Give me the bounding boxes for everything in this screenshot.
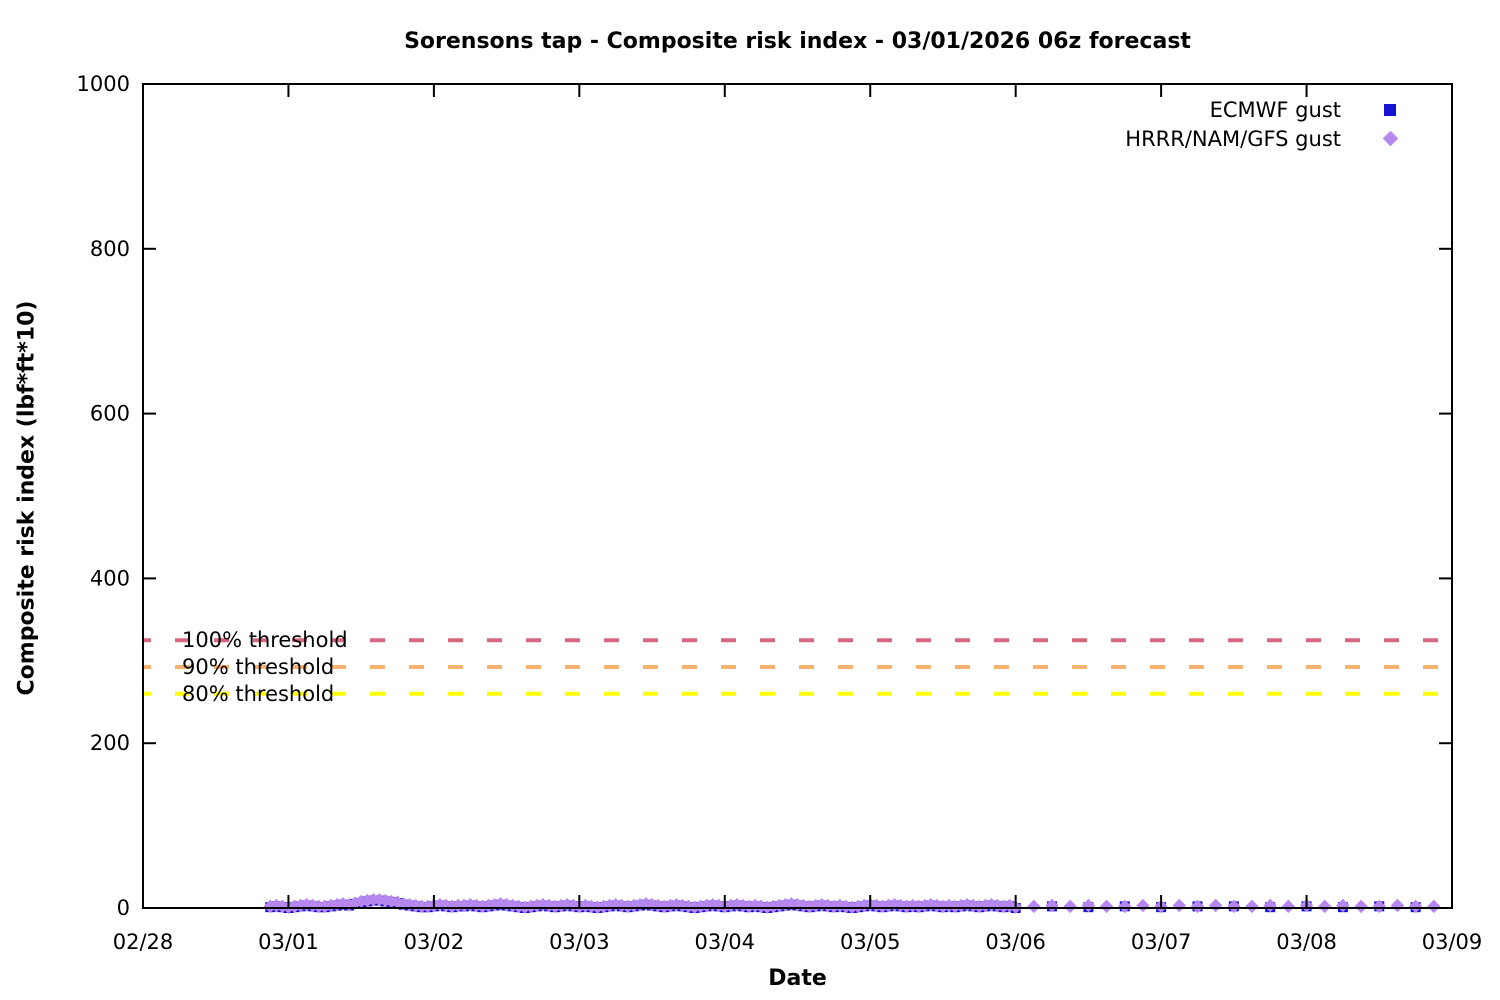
y-tick-label: 0 xyxy=(117,896,130,920)
x-tick-label: 03/07 xyxy=(1131,930,1192,954)
legend: ECMWF gust HRRR/NAM/GFS gust xyxy=(1125,95,1403,153)
x-tick-label: 03/06 xyxy=(985,930,1046,954)
legend-item-ecmwf: ECMWF gust xyxy=(1125,95,1403,124)
data-point-hrrr-nam-gfs xyxy=(1063,899,1077,914)
x-tick-label: 03/01 xyxy=(258,930,319,954)
data-point-hrrr-nam-gfs xyxy=(1118,899,1132,914)
y-tick-label: 1000 xyxy=(77,72,130,96)
plot-border xyxy=(142,83,1453,909)
x-tick-label: 03/08 xyxy=(1276,930,1337,954)
data-point-hrrr-nam-gfs xyxy=(1136,898,1150,913)
chart-title: Sorensons tap - Composite risk index - 0… xyxy=(404,29,1191,54)
threshold-label: 100% threshold xyxy=(182,628,348,652)
data-point-hrrr-nam-gfs xyxy=(1408,899,1423,914)
purple-diamond-marker-icon xyxy=(1382,130,1398,147)
data-point-hrrr-nam-gfs xyxy=(1281,899,1296,914)
threshold-label: 90% threshold xyxy=(182,655,334,679)
blue-square-marker-icon xyxy=(1384,103,1396,116)
x-tick-label: 02/28 xyxy=(113,930,174,954)
y-tick-label: 200 xyxy=(90,731,130,755)
threshold-label: 80% threshold xyxy=(182,682,334,706)
data-point-hrrr-nam-gfs xyxy=(1172,898,1187,913)
data-point-hrrr-nam-gfs xyxy=(1427,899,1441,914)
legend-label-hrrr-nam-gfs: HRRR/NAM/GFS gust xyxy=(1125,126,1341,151)
data-point-hrrr-nam-gfs xyxy=(1190,899,1205,914)
x-tick-label: 03/03 xyxy=(549,930,610,954)
legend-item-hrrr-nam-gfs: HRRR/NAM/GFS gust xyxy=(1125,124,1403,153)
data-point-hrrr-nam-gfs xyxy=(1354,899,1368,914)
x-tick-label: 03/04 xyxy=(695,930,756,954)
y-tick-label: 800 xyxy=(90,237,130,261)
y-tick-label: 400 xyxy=(90,566,130,590)
x-axis-label: Date xyxy=(768,966,827,991)
data-point-hrrr-nam-gfs xyxy=(1227,899,1241,914)
x-tick-label: 03/09 xyxy=(1422,930,1483,954)
data-point-hrrr-nam-gfs xyxy=(1099,899,1114,914)
data-point-hrrr-nam-gfs xyxy=(1318,899,1332,914)
data-point-hrrr-nam-gfs xyxy=(1390,898,1405,913)
x-tick-label: 03/05 xyxy=(840,930,901,954)
x-tick-label: 03/02 xyxy=(404,930,465,954)
data-point-hrrr-nam-gfs xyxy=(1372,899,1386,914)
data-point-hrrr-nam-gfs xyxy=(1208,898,1223,913)
data-point-hrrr-nam-gfs xyxy=(1027,899,1041,914)
y-tick-label: 600 xyxy=(90,402,130,426)
data-point-hrrr-nam-gfs xyxy=(1245,899,1259,914)
legend-label-ecmwf: ECMWF gust xyxy=(1209,97,1341,122)
